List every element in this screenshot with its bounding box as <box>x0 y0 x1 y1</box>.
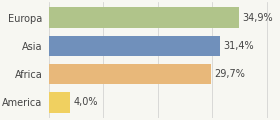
Text: 34,9%: 34,9% <box>242 12 273 23</box>
Bar <box>49 36 220 56</box>
Text: 29,7%: 29,7% <box>214 69 245 79</box>
Text: 4,0%: 4,0% <box>74 97 98 108</box>
Bar <box>49 92 71 113</box>
Bar <box>49 64 211 84</box>
Text: 31,4%: 31,4% <box>223 41 254 51</box>
Bar <box>49 7 239 28</box>
